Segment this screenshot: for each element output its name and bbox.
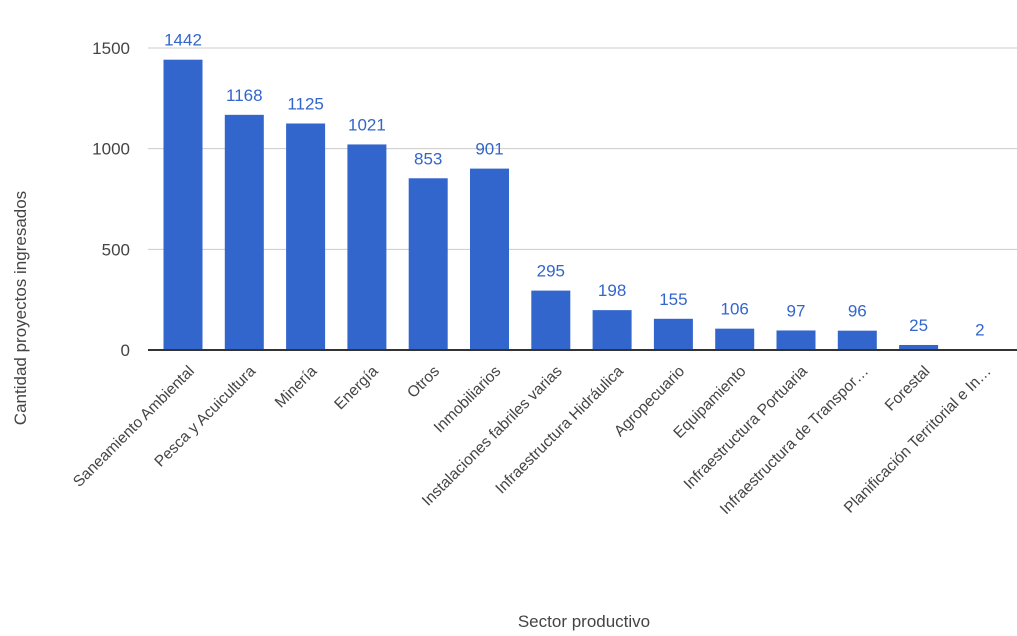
data-label: 2 — [975, 321, 984, 340]
y-tick-label: 500 — [102, 240, 130, 259]
x-tick-label: Pesca y Acuicultura — [151, 363, 259, 471]
y-axis-title: Cantidad proyectos ingresados — [11, 191, 30, 425]
data-label: 901 — [475, 140, 503, 159]
bar — [654, 319, 693, 350]
bar — [715, 329, 754, 350]
data-label: 155 — [659, 290, 687, 309]
x-tick-label: Infraestructura Hidráulica — [492, 363, 627, 498]
x-axis-title: Sector productivo — [518, 612, 650, 631]
x-tick-label: Otros — [404, 363, 443, 402]
bar — [531, 291, 570, 350]
y-tick-label: 1000 — [92, 140, 130, 159]
data-label: 25 — [909, 316, 928, 335]
x-tick-label: Forestal — [882, 363, 934, 415]
x-tick-label: Infraestructura Portuaria — [681, 363, 811, 493]
data-label: 106 — [721, 300, 749, 319]
bar — [409, 178, 448, 350]
data-label: 1168 — [226, 86, 263, 105]
bar — [347, 144, 386, 350]
data-label: 97 — [787, 301, 806, 320]
data-label: 1125 — [287, 95, 324, 114]
bar — [225, 115, 264, 350]
bar — [777, 330, 816, 350]
x-tick-label: Saneamiento Ambiental — [70, 363, 198, 491]
y-tick-label: 1500 — [92, 39, 130, 58]
data-label: 96 — [848, 302, 867, 321]
data-label: 198 — [598, 281, 626, 300]
bar — [470, 169, 509, 350]
x-tick-label: Minería — [272, 363, 321, 412]
data-label: 1021 — [348, 115, 386, 134]
data-label: 1442 — [164, 31, 202, 50]
y-tick-label: 0 — [121, 341, 130, 360]
bar — [164, 60, 203, 350]
data-label: 295 — [537, 262, 565, 281]
bar — [838, 331, 877, 350]
bar — [593, 310, 632, 350]
x-tick-label: Energía — [331, 363, 382, 414]
bar — [286, 124, 325, 351]
data-label: 853 — [414, 149, 442, 168]
gridlines — [148, 48, 1017, 249]
